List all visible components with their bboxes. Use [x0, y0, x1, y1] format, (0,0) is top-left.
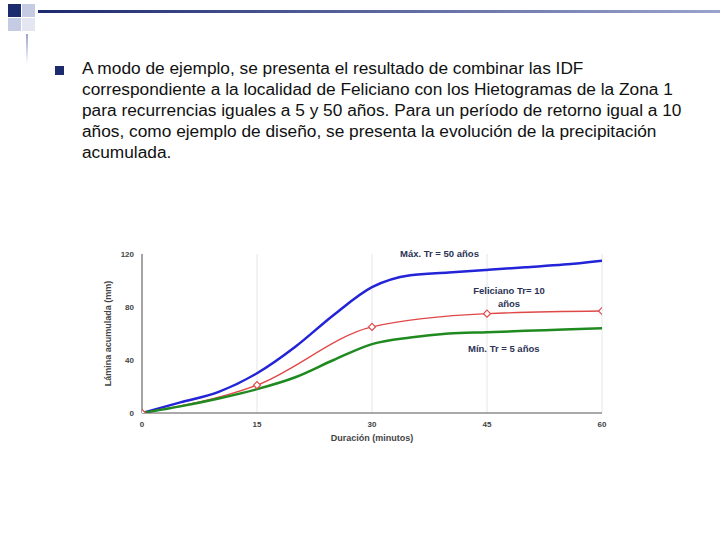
svg-text:45: 45 [483, 420, 492, 429]
svg-text:Lámina acumulada (mm): Lámina acumulada (mm) [103, 281, 113, 387]
html-text:A modo de ejemplo, se presenta: A modo de ejemplo, se presenta el result… [82, 58, 682, 162]
svg-text:15: 15 [253, 420, 262, 429]
svg-text:120: 120 [121, 250, 135, 259]
svg-text:80: 80 [125, 303, 134, 312]
html-text:Máx. Tr = 50 años: Máx. Tr = 50 años [400, 248, 479, 259]
svg-text:0: 0 [130, 409, 135, 418]
svg-text:40: 40 [125, 356, 134, 365]
svg-text:Duración (minutos): Duración (minutos) [331, 433, 414, 443]
svg-text:0: 0 [140, 420, 145, 429]
svg-text:30: 30 [368, 420, 377, 429]
html-text:Mín. Tr = 5 años: Mín. Tr = 5 años [468, 343, 540, 354]
html-text:Feliciano Tr= 10 años: Feliciano Tr= 10 años [473, 285, 545, 309]
svg-text:60: 60 [598, 420, 607, 429]
